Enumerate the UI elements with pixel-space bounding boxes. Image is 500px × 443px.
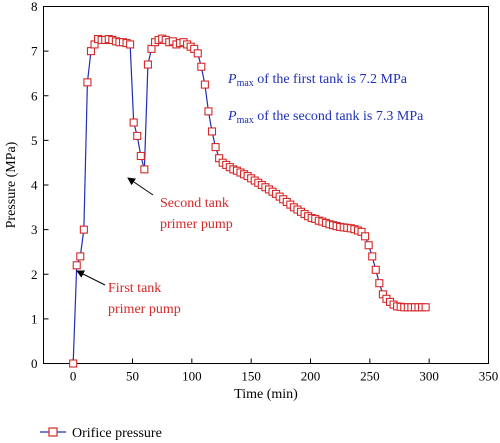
data-point	[83, 78, 92, 87]
legend: Orifice pressure	[40, 426, 162, 441]
x-tick-label: 150	[241, 369, 261, 384]
x-tick-label: 50	[126, 369, 139, 384]
annotation-second-tank-line2: primer pump	[160, 217, 233, 232]
data-point	[136, 151, 145, 161]
x-tick-label: 100	[182, 369, 202, 384]
data-point	[211, 143, 220, 152]
data-point	[193, 49, 202, 58]
data-point	[147, 44, 156, 53]
data-point	[375, 279, 384, 288]
data-point	[361, 232, 370, 241]
annotation-pmax-first: Pmax of the first tank is 7.2 MPa	[227, 72, 408, 89]
data-point	[207, 127, 217, 136]
y-tick-label: 3	[31, 222, 38, 237]
data-point	[76, 252, 85, 261]
x-axis-label: Time (min)	[234, 387, 298, 402]
y-tick-label: 8	[31, 0, 38, 14]
data-point	[86, 47, 96, 56]
data-point	[69, 359, 78, 368]
data-point	[368, 252, 377, 261]
data-point	[72, 261, 81, 270]
y-tick-label: 0	[31, 356, 38, 371]
x-tick-label: 200	[301, 369, 321, 384]
x-tick-label: 350	[479, 369, 499, 384]
y-tick-label: 4	[31, 178, 38, 193]
series-orifice-pressure	[69, 34, 430, 368]
y-tick-label: 7	[31, 44, 38, 59]
legend-label: Orifice pressure	[72, 426, 162, 441]
y-axis-label: Pressure (MPa)	[4, 141, 19, 228]
annotation-first-tank: First tank primer pump	[76, 270, 181, 317]
annotation-second-tank-line1: Second tank	[160, 196, 229, 211]
y-tick-label: 6	[31, 88, 38, 103]
data-point	[197, 62, 206, 71]
data-point	[421, 303, 430, 312]
data-point	[133, 131, 142, 140]
data-point	[140, 165, 149, 174]
y-axis-ticks: 0 1 2 3 4 5 6 7 8	[31, 0, 49, 371]
y-tick-label: 1	[31, 311, 38, 326]
annotation-first-tank-line1: First tank	[108, 281, 161, 296]
x-tick-label: 300	[419, 369, 439, 384]
arrow-first-tank	[76, 270, 106, 286]
arrow-second-tank	[127, 177, 154, 196]
annotation-pmax-second: Pmax of the second tank is 7.3 MPa	[227, 109, 424, 126]
data-point	[129, 118, 138, 127]
data-point	[143, 60, 152, 69]
x-axis-ticks: 0 50 100 150 200 250 300 350	[70, 358, 499, 384]
legend-marker	[48, 427, 58, 437]
y-tick-label: 2	[31, 267, 38, 282]
x-tick-label: 0	[70, 369, 77, 384]
data-point	[126, 40, 135, 49]
data-point	[371, 265, 380, 274]
x-tick-label: 250	[360, 369, 380, 384]
y-tick-label: 5	[31, 133, 38, 148]
data-point	[79, 225, 88, 234]
data-point	[364, 241, 373, 250]
data-point	[200, 80, 209, 89]
data-point	[204, 107, 213, 116]
annotation-pmax: Pmax of the first tank is 7.2 MPa Pmax o…	[227, 72, 424, 126]
annotation-first-tank-line2: primer pump	[108, 302, 181, 317]
annotation-second-tank: Second tank primer pump	[127, 177, 233, 232]
